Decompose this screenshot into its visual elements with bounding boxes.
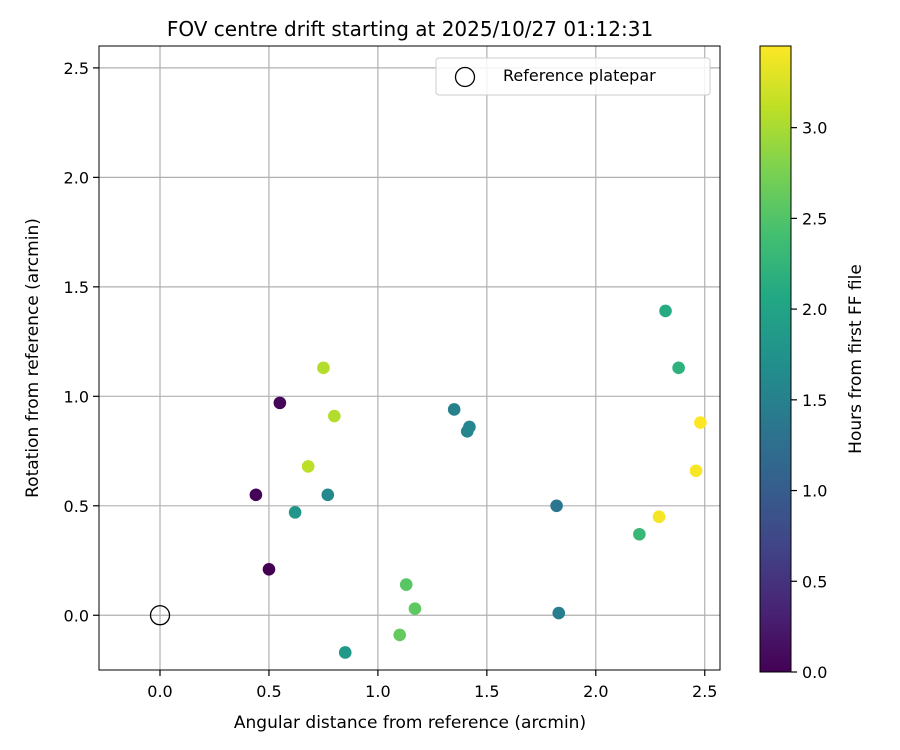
data-point xyxy=(408,602,422,615)
y-tick-label: 2.5 xyxy=(64,59,89,78)
y-tick-label: 1.5 xyxy=(64,278,89,297)
data-point xyxy=(694,416,707,429)
colorbar-tick-label: 2.5 xyxy=(802,209,827,228)
legend-reference-marker xyxy=(454,66,476,88)
grid xyxy=(99,46,720,670)
colorbar-tick-label: 1.0 xyxy=(802,482,827,501)
data-point xyxy=(301,460,315,473)
colorbar-label: Hours from first FF file xyxy=(846,264,866,454)
data-point xyxy=(399,578,413,591)
legend-box xyxy=(435,57,711,96)
y-axis-label: Rotation from reference (arcmin) xyxy=(23,218,43,498)
colorbar-tick-label: 0.5 xyxy=(802,572,827,591)
data-point xyxy=(463,420,476,434)
x-tick-label: 2.0 xyxy=(583,682,608,701)
colorbar-ticks: 0.0 0.5 1.0 1.5 2.0 2.5 3.0 xyxy=(791,119,827,682)
colorbar-tick-label: 2.0 xyxy=(802,300,827,319)
data-point xyxy=(249,488,263,502)
data-point xyxy=(321,488,335,502)
data-point xyxy=(447,403,461,416)
colorbar-tick-label: 3.0 xyxy=(802,119,827,138)
data-point xyxy=(338,646,352,659)
data-points xyxy=(149,304,707,659)
chart-title: FOV centre drift starting at 2025/10/27 … xyxy=(167,17,653,41)
data-point xyxy=(288,506,302,519)
data-point xyxy=(672,361,685,375)
colorbar: 0.0 0.5 1.0 1.5 2.0 2.5 3.0 Hours from first F… xyxy=(759,45,866,682)
data-point xyxy=(659,304,672,318)
data-point xyxy=(550,499,563,513)
data-point xyxy=(262,562,276,576)
legend: Reference platepar xyxy=(435,57,711,96)
data-point xyxy=(393,628,406,642)
data-point xyxy=(317,361,330,375)
data-point xyxy=(552,606,566,620)
legend-reference-label: Reference platepar xyxy=(503,66,656,85)
data-point xyxy=(633,527,646,541)
plot-frame xyxy=(98,45,721,671)
x-axis-label: Angular distance from reference (arcmin) xyxy=(234,713,586,733)
x-tick-label: 1.5 xyxy=(474,682,499,701)
data-point xyxy=(328,409,341,423)
data-point xyxy=(652,510,666,524)
x-tick-label: 1.0 xyxy=(365,682,390,701)
x-axis-ticks: 0.0 0.5 1.0 1.5 2.0 2.5 xyxy=(147,670,717,701)
y-tick-label: 2.0 xyxy=(64,168,89,187)
x-tick-label: 2.5 xyxy=(692,682,717,701)
y-axis-ticks: 0.0 0.5 1.0 1.5 2.0 2.5 xyxy=(64,59,99,625)
y-tick-label: 1.0 xyxy=(64,387,89,406)
colorbar-tick-label: 0.0 xyxy=(802,663,827,682)
x-tick-label: 0.5 xyxy=(256,682,281,701)
reference-platepar-marker xyxy=(149,605,171,626)
colorbar-gradient xyxy=(759,45,792,673)
y-tick-label: 0.5 xyxy=(64,497,89,516)
y-tick-label: 0.0 xyxy=(64,606,89,625)
data-point xyxy=(273,396,287,410)
colorbar-tick-label: 1.5 xyxy=(802,391,827,410)
x-tick-label: 0.0 xyxy=(147,682,172,701)
data-point xyxy=(689,464,703,478)
